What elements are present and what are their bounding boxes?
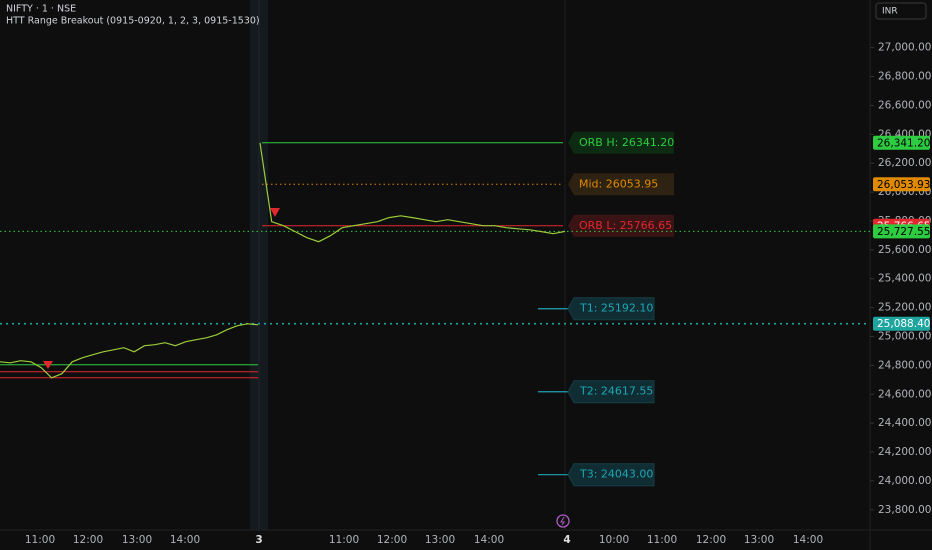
event-icon-bolt: [560, 516, 565, 526]
level-badge: [568, 173, 674, 196]
target-badge: [567, 463, 655, 487]
y-tick-label: 26,800.00: [878, 71, 931, 83]
level-label: Mid: 26053.95: [579, 177, 658, 190]
currency-button[interactable]: [875, 2, 927, 20]
x-tick-label: 14:00: [474, 534, 504, 546]
symbol: NIFTY · 1 · NSE: [6, 4, 76, 15]
sell-signal: [270, 208, 280, 217]
price-line: [0, 323, 259, 379]
x-tick-label: 4: [563, 534, 570, 546]
x-tick-label: 3: [255, 534, 262, 546]
indicator-name: HTT Range Breakout (0915-0920, 1, 2, 3, …: [6, 16, 260, 27]
y-tick-label: 26,600.00: [878, 99, 931, 111]
x-tick-label: 14:00: [793, 534, 823, 546]
x-tick-label: 11:00: [647, 534, 677, 546]
x-tick-label: 11:00: [329, 534, 359, 546]
price-badge-label: 26,341.20: [877, 137, 930, 149]
y-tick-label: 25,400.00: [878, 273, 931, 285]
y-tick-label: 24,000.00: [878, 475, 931, 487]
x-tick-label: 11:00: [25, 534, 55, 546]
y-tick-label: 25,000.00: [878, 330, 931, 342]
price-badge-label: 26,053.93: [877, 179, 930, 191]
x-tick-label: 12:00: [73, 534, 103, 546]
x-tick-label: 12:00: [696, 534, 726, 546]
price-badge: [873, 135, 930, 150]
event-icon: [556, 514, 570, 528]
price-line: [259, 142, 566, 243]
x-tick-label: 14:00: [170, 534, 200, 546]
y-tick-label: 24,800.00: [878, 359, 931, 371]
x-tick-label: 13:00: [744, 534, 774, 546]
target-badge: [567, 380, 655, 404]
y-tick-label: 27,000.00: [878, 42, 931, 54]
price-badge-label: 25,088.40: [877, 318, 930, 330]
target-label: T3: 24043.00: [579, 468, 653, 481]
plot: ORB H: 26341.20 Mid: 26053.95 ORB L: 25766…: [0, 131, 870, 487]
price-badge-label: 25,727.55: [877, 226, 930, 238]
x-tick-label: 13:00: [425, 534, 455, 546]
y-tick-label: 25,200.00: [878, 302, 931, 314]
x-tick-label: 13:00: [122, 534, 152, 546]
target-label: T1: 25192.10: [579, 302, 653, 315]
price-badge: [873, 224, 930, 239]
y-tick-label: 24,600.00: [878, 388, 931, 400]
x-tick-label: 10:00: [599, 534, 629, 546]
price-axis: 27,000.0026,800.0026,600.0026,400.0026,2…: [870, 42, 931, 516]
y-tick-label: 26,200.00: [878, 157, 931, 169]
y-tick-label: 24,200.00: [878, 446, 931, 458]
y-tick-label: 23,800.00: [878, 504, 931, 516]
price-badge: [873, 177, 930, 192]
currency-label[interactable]: INR: [882, 7, 898, 17]
price-badge: [873, 316, 930, 331]
level-badge: [568, 131, 674, 154]
level-label: ORB L: 25766.65: [579, 219, 672, 232]
level-label: ORB H: 26341.20: [579, 136, 674, 149]
target-badge: [567, 297, 655, 321]
target-label: T2: 24617.55: [579, 385, 653, 398]
sell-signal: [43, 361, 53, 369]
x-tick-label: 12:00: [377, 534, 407, 546]
y-tick-label: 25,600.00: [878, 244, 931, 256]
y-tick-label: 24,400.00: [878, 417, 931, 429]
